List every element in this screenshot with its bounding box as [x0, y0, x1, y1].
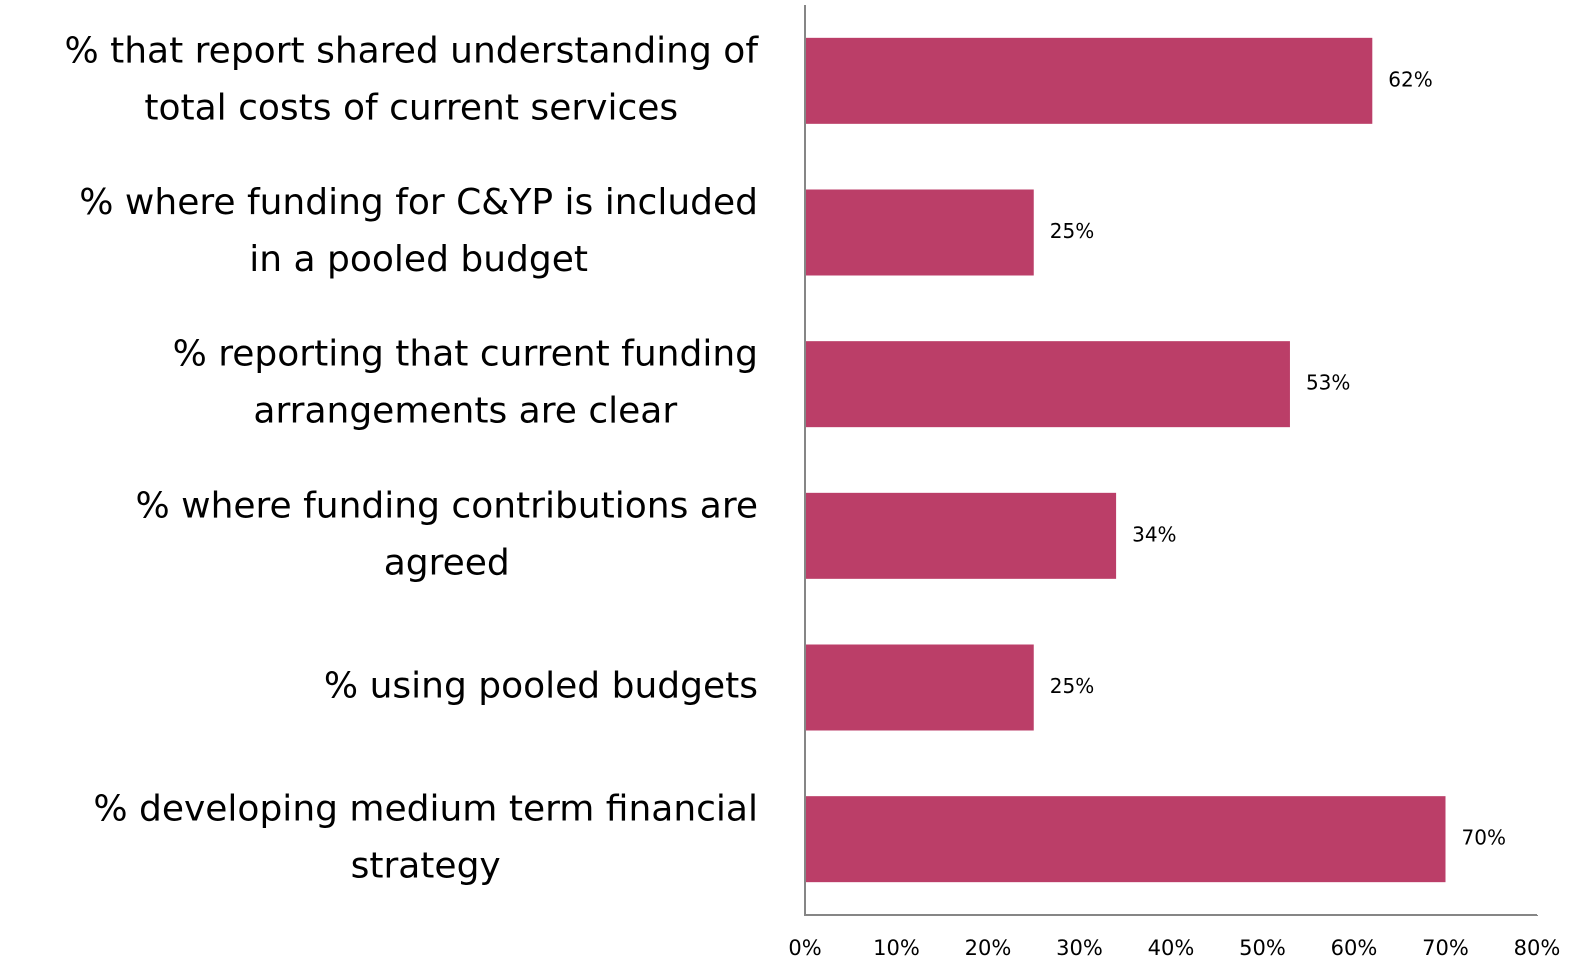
- x-tick-label: 10%: [873, 936, 920, 960]
- value-label: 62%: [1388, 67, 1432, 91]
- category-label: total costs of current services: [144, 87, 678, 128]
- value-label: 25%: [1050, 219, 1094, 243]
- bar: [805, 796, 1446, 883]
- category-label: strategy: [351, 846, 501, 887]
- x-tick-label: 0%: [788, 936, 821, 960]
- value-label: 53%: [1306, 371, 1350, 395]
- bar: [805, 341, 1290, 428]
- value-label: 25%: [1050, 674, 1094, 698]
- category-label: agreed: [384, 542, 510, 583]
- category-label: % using pooled budgets: [324, 666, 758, 707]
- category-label: arrangements are clear: [253, 391, 677, 432]
- category-label: % reporting that current funding: [173, 334, 758, 375]
- category-label: % that report shared understanding of: [64, 30, 759, 71]
- x-tick-label: 40%: [1148, 936, 1195, 960]
- x-tick-label: 50%: [1239, 936, 1286, 960]
- x-tick-label: 60%: [1331, 936, 1378, 960]
- x-tick-label: 80%: [1514, 936, 1561, 960]
- bar: [805, 644, 1034, 731]
- category-label: in a pooled budget: [249, 239, 588, 280]
- bar: [805, 189, 1034, 276]
- value-label: 34%: [1132, 522, 1176, 546]
- category-label: % where funding for C&YP is included: [79, 182, 758, 223]
- x-tick-label: 30%: [1056, 936, 1103, 960]
- category-label: % where funding contributions are: [135, 485, 758, 526]
- x-tick-label: 20%: [965, 936, 1012, 960]
- x-tick-label: 70%: [1422, 936, 1469, 960]
- value-label: 70%: [1462, 826, 1506, 850]
- bar: [805, 37, 1373, 124]
- bar: [805, 492, 1117, 579]
- category-label: % developing medium term financial: [93, 789, 758, 830]
